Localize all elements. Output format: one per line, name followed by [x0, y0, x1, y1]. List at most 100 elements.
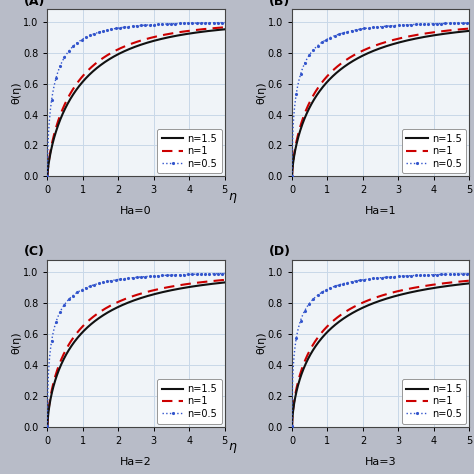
n=1 [289, 424, 295, 429]
n=1 [140, 37, 146, 43]
Line: n=1.5: n=1.5 [292, 31, 469, 176]
Text: η: η [228, 440, 236, 453]
Text: Ha=2: Ha=2 [120, 456, 152, 466]
Legend: n=1.5, n=1, n=0.5: n=1.5, n=1, n=0.5 [401, 379, 466, 424]
n=0.5 [395, 273, 401, 279]
n=0.5 [374, 275, 379, 281]
n=1 [289, 173, 295, 179]
n=0.5 [435, 272, 440, 277]
n=0.5 [289, 423, 295, 429]
n=1 [129, 41, 135, 46]
n=0.5 [385, 274, 391, 280]
Line: n=1.5: n=1.5 [292, 283, 469, 427]
n=1 [462, 278, 468, 284]
n=1.5 [385, 295, 391, 301]
n=1 [374, 42, 379, 48]
n=1 [218, 277, 223, 283]
n=0.5 [466, 271, 472, 277]
Text: η: η [473, 440, 474, 453]
Text: Ha=3: Ha=3 [365, 456, 396, 466]
Text: (B): (B) [269, 0, 290, 8]
n=0.5 [395, 22, 401, 28]
n=0.5 [45, 423, 50, 429]
n=1 [150, 35, 156, 40]
Text: η: η [228, 190, 236, 203]
Y-axis label: θ(η): θ(η) [256, 82, 266, 104]
n=1.5 [150, 292, 156, 297]
Y-axis label: θ(η): θ(η) [11, 82, 22, 104]
n=1 [129, 294, 135, 300]
n=0.5 [45, 173, 50, 179]
Text: (D): (D) [269, 245, 291, 258]
Y-axis label: θ(η): θ(η) [11, 332, 22, 355]
n=1.5 [374, 47, 379, 53]
n=1.5 [130, 298, 136, 304]
Legend: n=1.5, n=1, n=0.5: n=1.5, n=1, n=0.5 [157, 379, 222, 424]
n=0.5 [218, 20, 223, 26]
n=0.5 [140, 22, 146, 28]
n=1.5 [218, 27, 223, 33]
n=0.5 [462, 271, 468, 277]
Legend: n=1.5, n=1, n=0.5: n=1.5, n=1, n=0.5 [157, 129, 222, 173]
n=0.5 [374, 24, 380, 30]
n=1.5 [395, 292, 401, 298]
n=0.5 [374, 275, 380, 281]
n=1 [222, 277, 228, 283]
Line: n=0.5: n=0.5 [46, 272, 227, 428]
n=0.5 [140, 274, 146, 280]
n=1.5 [289, 424, 295, 429]
n=0.5 [374, 24, 379, 30]
Text: (C): (C) [24, 245, 45, 258]
n=0.5 [435, 21, 440, 27]
n=1 [466, 26, 472, 31]
n=1 [395, 36, 401, 42]
n=1.5 [129, 299, 135, 304]
Text: Ha=1: Ha=1 [365, 206, 396, 216]
Text: η: η [473, 190, 474, 203]
n=0.5 [289, 173, 295, 179]
n=1.5 [385, 43, 391, 48]
n=0.5 [130, 23, 136, 29]
n=1 [140, 290, 146, 296]
n=1 [435, 29, 440, 35]
Line: n=1.5: n=1.5 [47, 29, 225, 176]
Text: Ha=0: Ha=0 [120, 206, 152, 216]
n=0.5 [129, 275, 135, 281]
n=1.5 [395, 40, 401, 46]
n=1 [218, 25, 223, 30]
Y-axis label: θ(η): θ(η) [256, 332, 266, 355]
n=1.5 [140, 41, 146, 47]
n=1.5 [289, 173, 295, 179]
n=1 [130, 293, 136, 299]
n=0.5 [218, 271, 223, 276]
n=1 [190, 281, 196, 286]
Line: n=1: n=1 [47, 27, 225, 176]
n=1.5 [130, 45, 136, 51]
n=1 [374, 294, 380, 300]
n=0.5 [222, 271, 228, 276]
Text: (A): (A) [24, 0, 46, 8]
n=1 [45, 173, 50, 179]
n=1 [130, 40, 136, 46]
n=1.5 [190, 283, 196, 289]
n=0.5 [385, 23, 391, 29]
Line: n=1: n=1 [292, 28, 469, 176]
n=0.5 [129, 24, 135, 29]
n=1 [222, 25, 228, 30]
n=1 [395, 288, 401, 294]
n=1 [150, 288, 156, 293]
n=0.5 [190, 20, 196, 26]
n=1.5 [462, 28, 468, 34]
n=1.5 [218, 280, 223, 286]
n=1.5 [374, 299, 380, 305]
n=1.5 [222, 280, 228, 285]
n=1 [466, 278, 472, 283]
n=0.5 [130, 275, 136, 281]
n=1.5 [45, 424, 50, 429]
n=1.5 [374, 299, 379, 305]
n=0.5 [466, 20, 472, 26]
n=1.5 [466, 28, 472, 34]
Legend: n=1.5, n=1, n=0.5: n=1.5, n=1, n=0.5 [401, 129, 466, 173]
n=1.5 [45, 173, 50, 179]
n=1 [374, 42, 380, 47]
